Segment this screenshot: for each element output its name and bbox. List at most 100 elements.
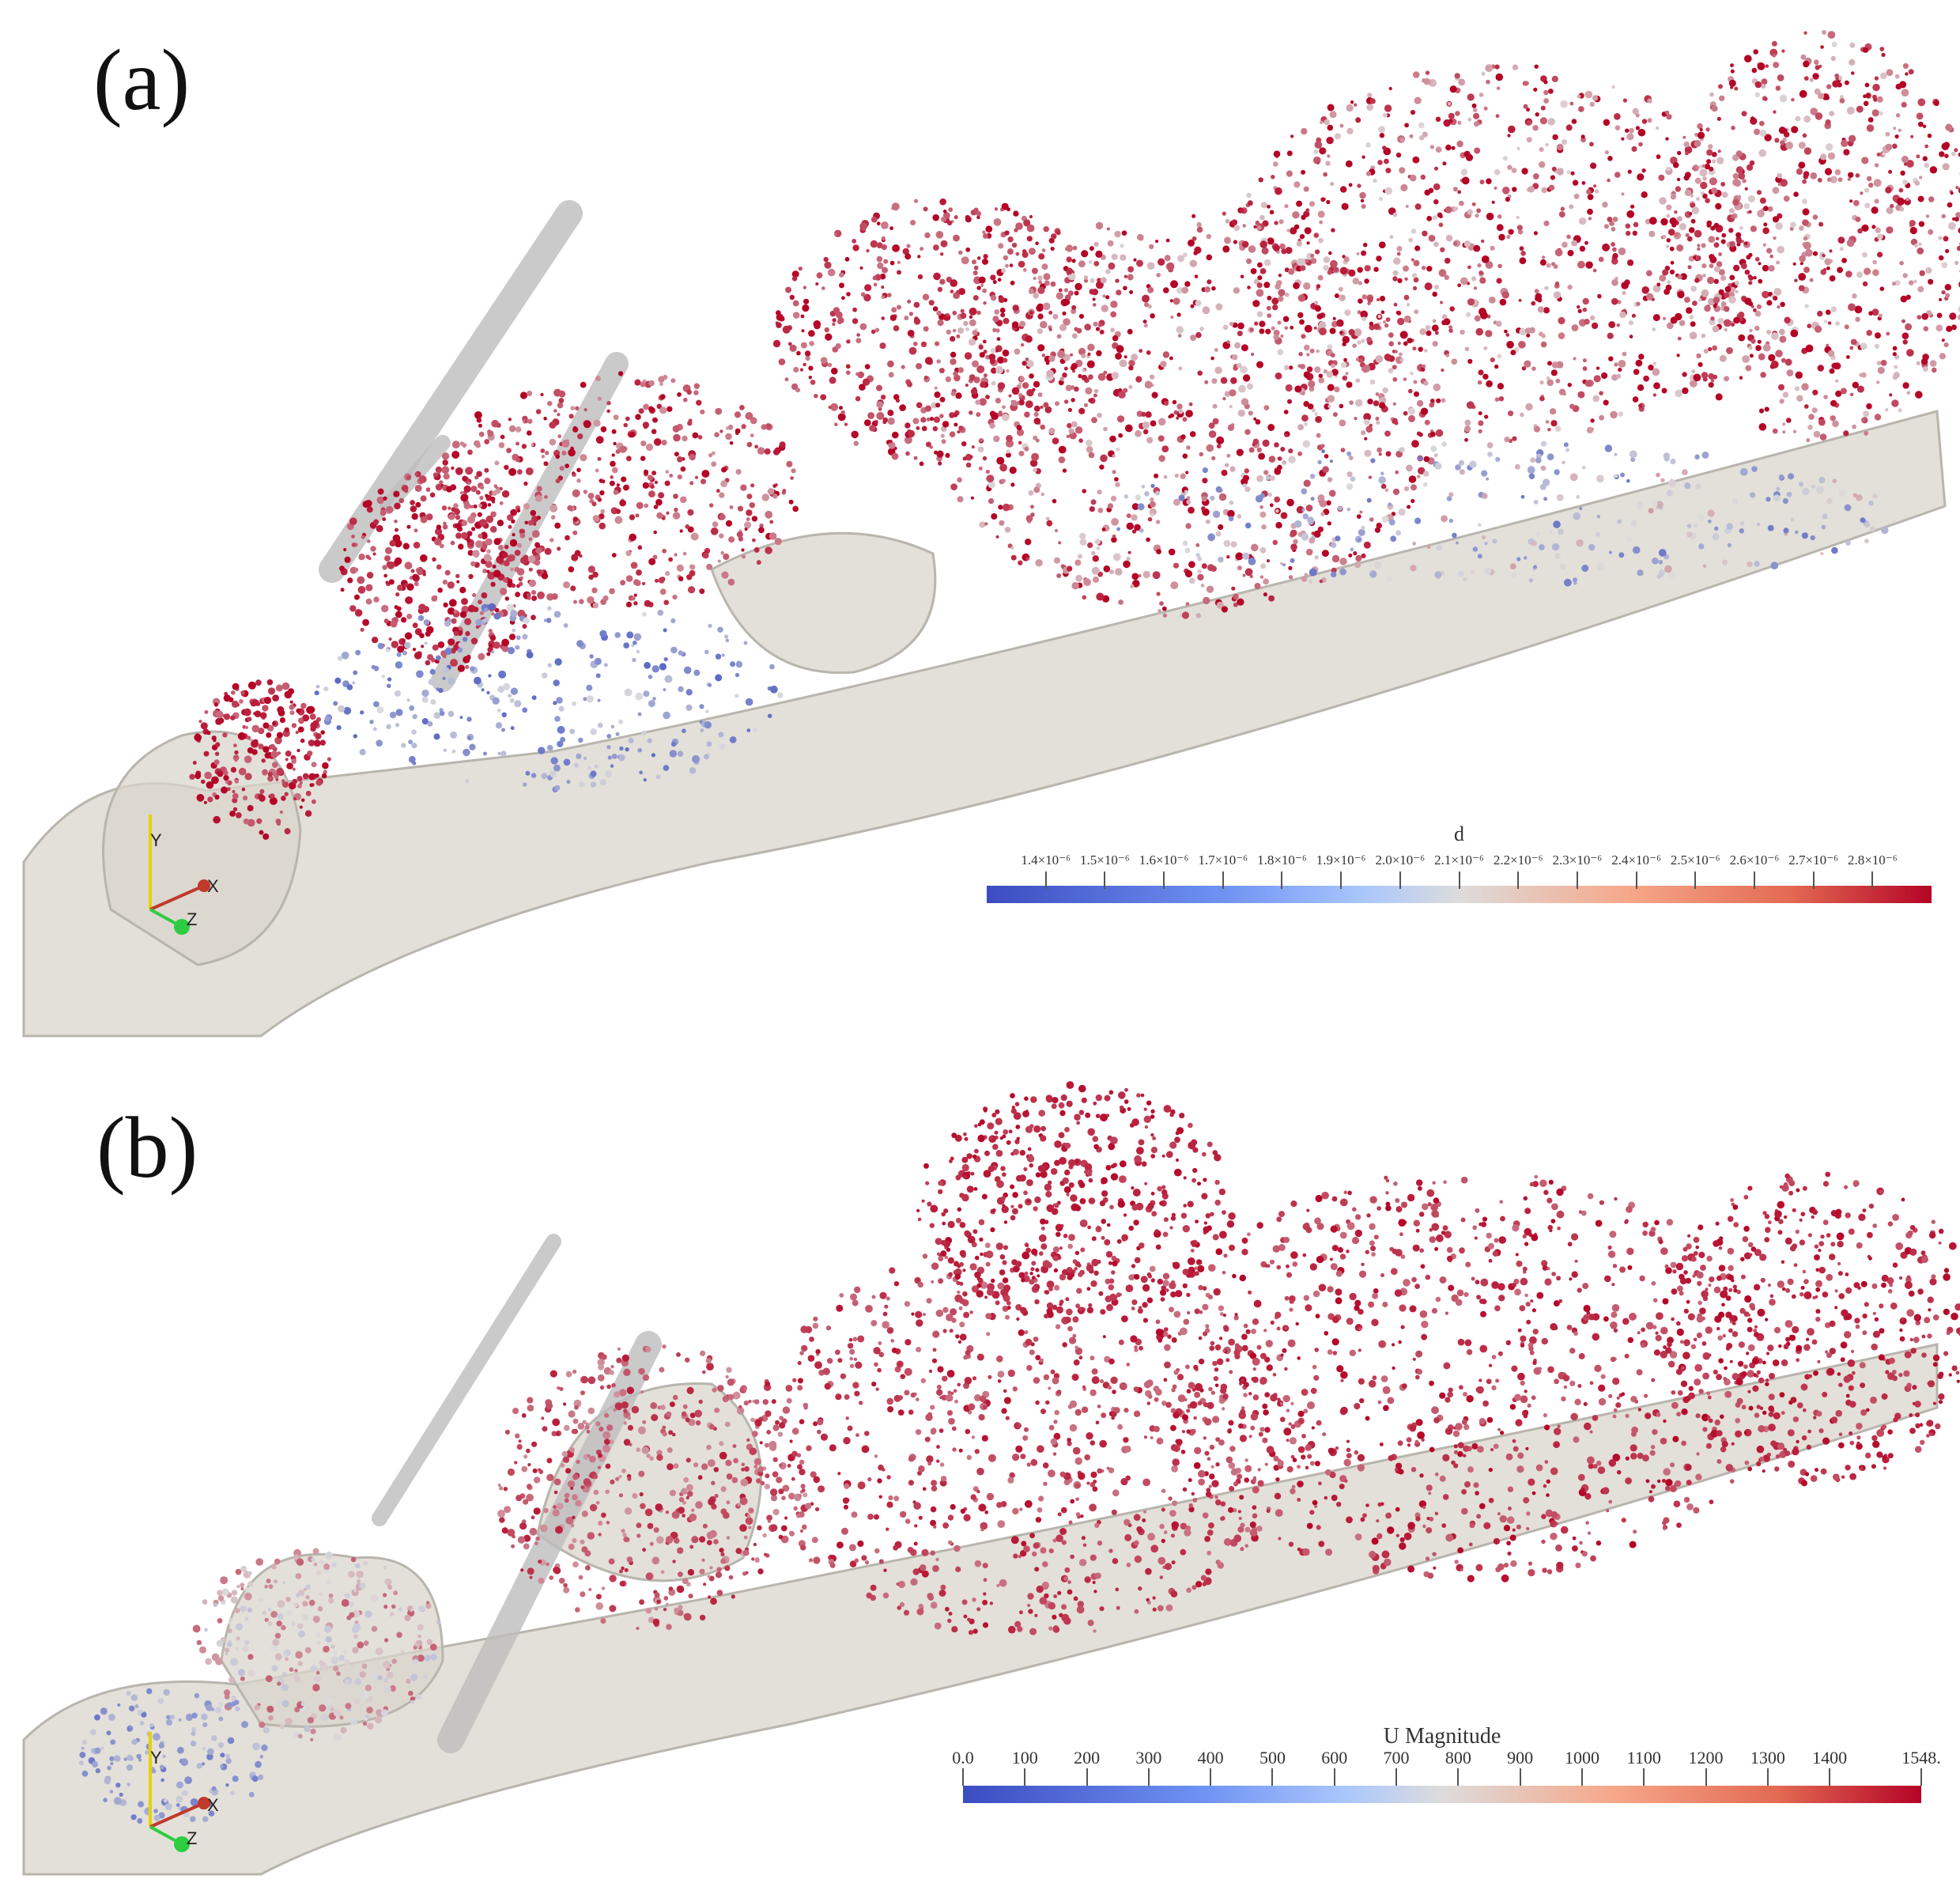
particle bbox=[448, 506, 451, 510]
particle bbox=[971, 445, 975, 449]
particle bbox=[297, 1661, 303, 1666]
particle bbox=[418, 1605, 425, 1612]
particle bbox=[1384, 187, 1393, 195]
particle bbox=[1864, 267, 1871, 275]
particle bbox=[1767, 206, 1773, 212]
particle bbox=[1724, 306, 1730, 312]
particle bbox=[1704, 304, 1711, 312]
particle bbox=[1397, 317, 1405, 326]
particle bbox=[1313, 149, 1319, 154]
particle bbox=[792, 300, 799, 307]
particle bbox=[1843, 149, 1850, 156]
particle bbox=[292, 778, 298, 785]
particle bbox=[484, 467, 489, 473]
particle bbox=[1375, 392, 1380, 396]
particle bbox=[1863, 100, 1869, 107]
particle bbox=[1893, 372, 1900, 379]
particle bbox=[957, 496, 964, 503]
particle bbox=[333, 1708, 342, 1717]
particle bbox=[1803, 147, 1812, 155]
particle bbox=[508, 524, 512, 529]
particle bbox=[1424, 282, 1433, 291]
particle bbox=[351, 535, 355, 539]
particle bbox=[1531, 301, 1536, 306]
particle bbox=[389, 539, 396, 547]
particle bbox=[1003, 357, 1008, 363]
particle bbox=[262, 746, 270, 753]
particle bbox=[353, 670, 358, 675]
particle bbox=[1588, 217, 1592, 221]
particle bbox=[1020, 342, 1025, 347]
particle bbox=[489, 526, 497, 533]
particle bbox=[1301, 127, 1308, 135]
particle bbox=[602, 595, 609, 602]
particle bbox=[1206, 444, 1214, 452]
particle bbox=[1221, 469, 1228, 476]
particle bbox=[592, 515, 600, 522]
particle bbox=[1470, 569, 1475, 575]
particle bbox=[1411, 484, 1418, 491]
particle bbox=[1101, 527, 1106, 531]
particle bbox=[1495, 73, 1504, 81]
particle bbox=[1298, 352, 1303, 357]
particle bbox=[383, 1565, 387, 1570]
particle bbox=[1218, 524, 1224, 531]
particle bbox=[790, 476, 794, 480]
particle bbox=[1042, 302, 1051, 311]
particle bbox=[1612, 252, 1618, 259]
particle bbox=[984, 522, 988, 526]
particle bbox=[1346, 471, 1353, 478]
particle bbox=[609, 480, 615, 486]
particle bbox=[1694, 177, 1701, 184]
particle bbox=[1286, 150, 1293, 157]
particle bbox=[1293, 181, 1301, 188]
particle bbox=[406, 475, 411, 481]
particle bbox=[1244, 522, 1252, 529]
particle bbox=[385, 505, 394, 514]
particle bbox=[1737, 195, 1742, 199]
particle bbox=[1229, 389, 1237, 397]
particle bbox=[1432, 215, 1437, 221]
particle bbox=[1611, 226, 1616, 232]
particle bbox=[1233, 287, 1241, 294]
particle bbox=[1088, 260, 1093, 264]
particle bbox=[411, 743, 417, 749]
particle bbox=[1340, 361, 1347, 369]
particle bbox=[1139, 527, 1144, 533]
particle bbox=[1578, 106, 1584, 112]
particle bbox=[1783, 527, 1789, 534]
particle bbox=[1178, 334, 1182, 338]
particle bbox=[370, 1594, 379, 1603]
particle bbox=[1280, 334, 1284, 338]
particle bbox=[1227, 424, 1235, 431]
particle bbox=[950, 289, 954, 293]
particle bbox=[990, 294, 997, 301]
particle bbox=[1281, 248, 1287, 255]
particle bbox=[1310, 497, 1315, 501]
particle bbox=[1757, 62, 1766, 70]
particle bbox=[558, 398, 565, 403]
particle bbox=[1751, 466, 1758, 472]
iso-surface bbox=[22, 410, 1947, 1038]
particle bbox=[1259, 328, 1265, 335]
particle bbox=[406, 583, 414, 591]
particle bbox=[1014, 348, 1021, 355]
particle bbox=[1690, 218, 1696, 224]
particle bbox=[1596, 515, 1601, 519]
particle bbox=[1378, 476, 1386, 484]
particle bbox=[1519, 246, 1524, 251]
particle bbox=[1388, 519, 1395, 526]
particle bbox=[1301, 414, 1309, 422]
particle bbox=[310, 722, 318, 729]
particle bbox=[312, 1615, 320, 1624]
particle bbox=[1433, 284, 1440, 289]
particle bbox=[241, 787, 246, 792]
particle bbox=[314, 1675, 322, 1683]
particle bbox=[1617, 519, 1622, 524]
particle bbox=[1798, 285, 1805, 292]
particle bbox=[590, 728, 597, 735]
particle bbox=[1698, 298, 1702, 302]
particle bbox=[493, 569, 501, 578]
particle bbox=[583, 408, 587, 412]
particle bbox=[663, 599, 669, 606]
